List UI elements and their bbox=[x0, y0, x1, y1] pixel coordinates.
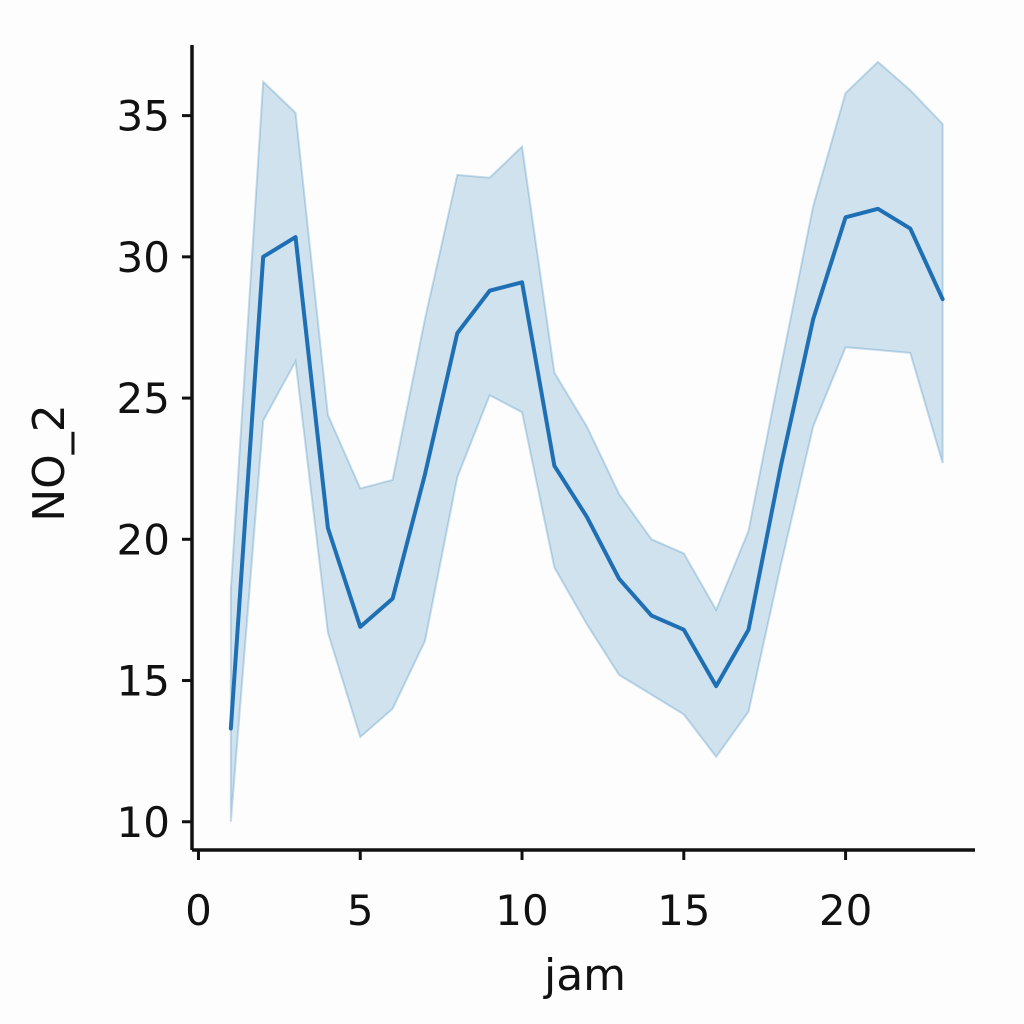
data-point bbox=[423, 472, 427, 476]
data-point bbox=[294, 235, 298, 239]
data-point bbox=[941, 297, 945, 301]
data-point bbox=[455, 331, 459, 335]
y-tick-label: 15 bbox=[117, 657, 170, 706]
confidence-band-layer bbox=[229, 60, 944, 822]
series-line bbox=[228, 206, 945, 731]
data-point bbox=[811, 317, 815, 321]
confidence-band bbox=[229, 60, 944, 822]
data-point bbox=[649, 614, 653, 618]
data-point bbox=[844, 215, 848, 219]
data-point bbox=[326, 526, 330, 530]
y-tick-label: 25 bbox=[117, 374, 170, 423]
x-tick-label: 10 bbox=[495, 886, 548, 935]
x-tick-label: 5 bbox=[347, 886, 374, 935]
data-point bbox=[682, 628, 686, 632]
data-point bbox=[876, 207, 880, 211]
x-tick-label: 20 bbox=[819, 886, 872, 935]
data-point bbox=[488, 289, 492, 293]
y-tick-label: 30 bbox=[117, 233, 170, 282]
y-tick-label: 20 bbox=[117, 515, 170, 564]
data-point bbox=[747, 628, 751, 632]
data-point bbox=[714, 684, 718, 688]
y-tick-label: 10 bbox=[117, 798, 170, 847]
data-point bbox=[779, 464, 783, 468]
data-point bbox=[585, 515, 589, 519]
x-tick-label: 0 bbox=[185, 886, 212, 935]
data-point bbox=[617, 577, 621, 581]
y-tick-label: 35 bbox=[117, 92, 170, 141]
data-point bbox=[261, 255, 265, 259]
x-tick-label: 15 bbox=[657, 886, 710, 935]
axes-layer: 0 5 10 15 20 10 15 20 25 30 35 bbox=[117, 45, 975, 935]
series-line-layer bbox=[228, 206, 945, 731]
data-point bbox=[520, 280, 524, 284]
data-point bbox=[552, 464, 556, 468]
x-axis-title: jam bbox=[543, 950, 626, 1001]
data-point bbox=[358, 625, 362, 629]
data-point bbox=[229, 727, 233, 731]
data-point bbox=[908, 227, 912, 231]
data-point bbox=[391, 597, 395, 601]
y-axis-title: NO_2 bbox=[24, 404, 75, 522]
